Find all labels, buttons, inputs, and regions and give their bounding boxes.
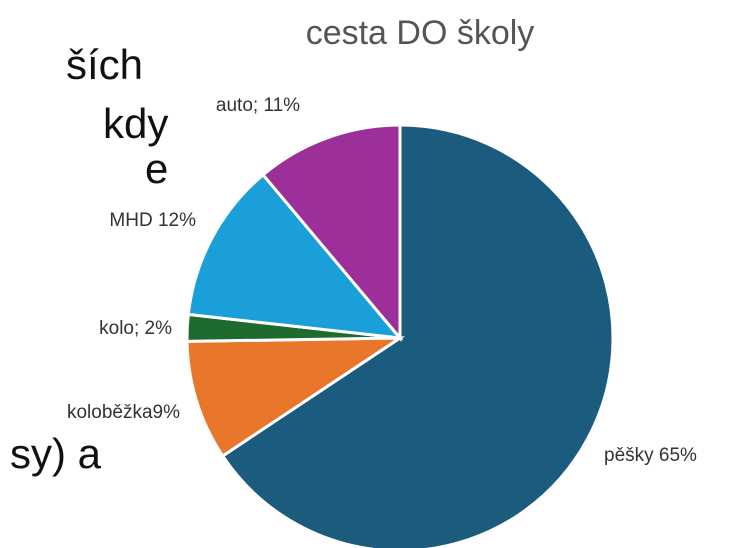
pie-slice-MHD: [186, 172, 404, 340]
slice-label-pěšky: pěšky 65%: [604, 445, 697, 466]
pie-slice-pěšky: [220, 123, 615, 548]
background-text-line-4: sy) a: [10, 430, 102, 477]
pie-slice-koloběžka: [185, 336, 406, 459]
background-text-line-2: kdy: [103, 100, 169, 147]
slice-label-MHD: MHD 12%: [109, 210, 196, 231]
chart-title: cesta DO školy: [306, 14, 535, 52]
pie-slice-auto: [260, 123, 402, 343]
background-text-line-1: ších: [66, 41, 144, 88]
slice-label-auto: auto; 11%: [216, 95, 300, 116]
slice-label-koloběžka: koloběžka9%: [67, 402, 180, 423]
slice-label-kolo: kolo; 2%: [99, 318, 172, 339]
background-text-line-3: e: [145, 145, 169, 192]
